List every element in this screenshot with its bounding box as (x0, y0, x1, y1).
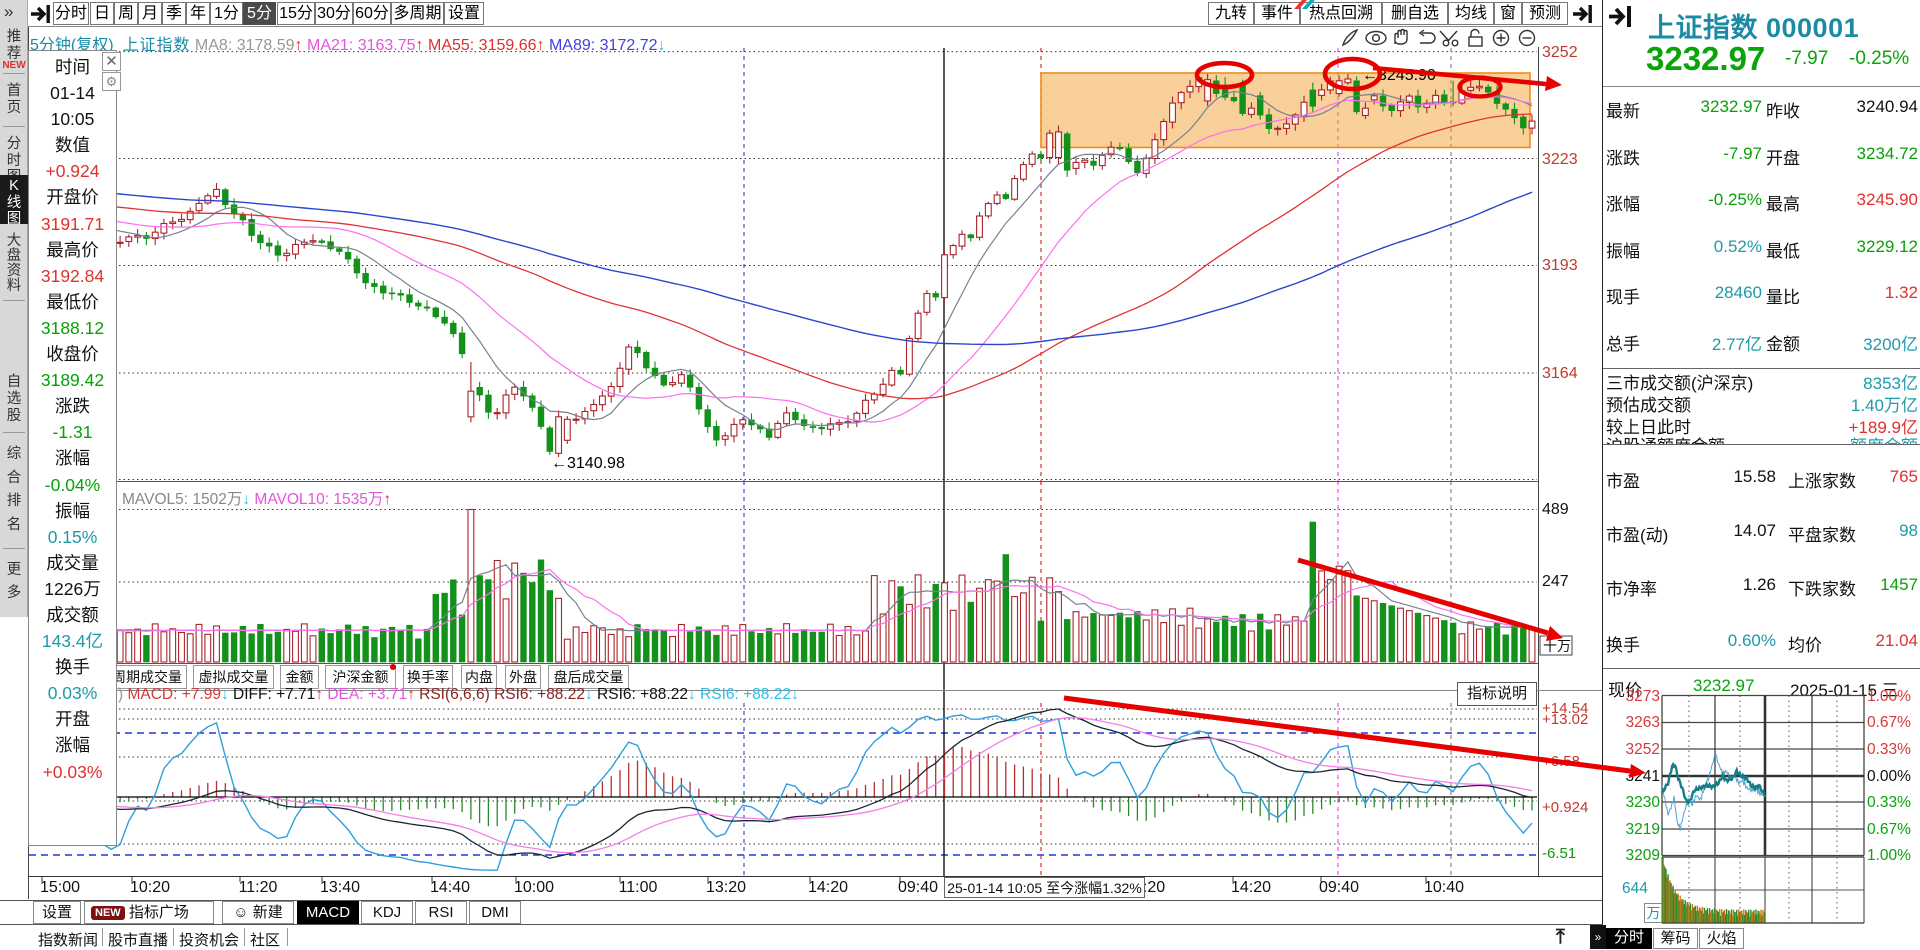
svg-text:←3245.90: ←3245.90 (1362, 67, 1436, 84)
svg-text:3252: 3252 (1542, 44, 1578, 61)
svg-text:+0.924: +0.924 (1542, 799, 1588, 816)
svg-text:3193: 3193 (1542, 257, 1578, 274)
svg-text:+13.02: +13.02 (1542, 711, 1588, 728)
svg-text:3223: 3223 (1542, 151, 1578, 168)
svg-text:489: 489 (1542, 501, 1569, 518)
svg-text:-6.51: -6.51 (1542, 845, 1576, 862)
svg-text:←3140.98: ←3140.98 (551, 455, 625, 472)
svg-text:247: 247 (1542, 573, 1569, 590)
svg-text:+6.58: +6.58 (1542, 753, 1580, 770)
svg-text:3164: 3164 (1542, 365, 1578, 382)
svg-text:十万: 十万 (1543, 638, 1571, 654)
